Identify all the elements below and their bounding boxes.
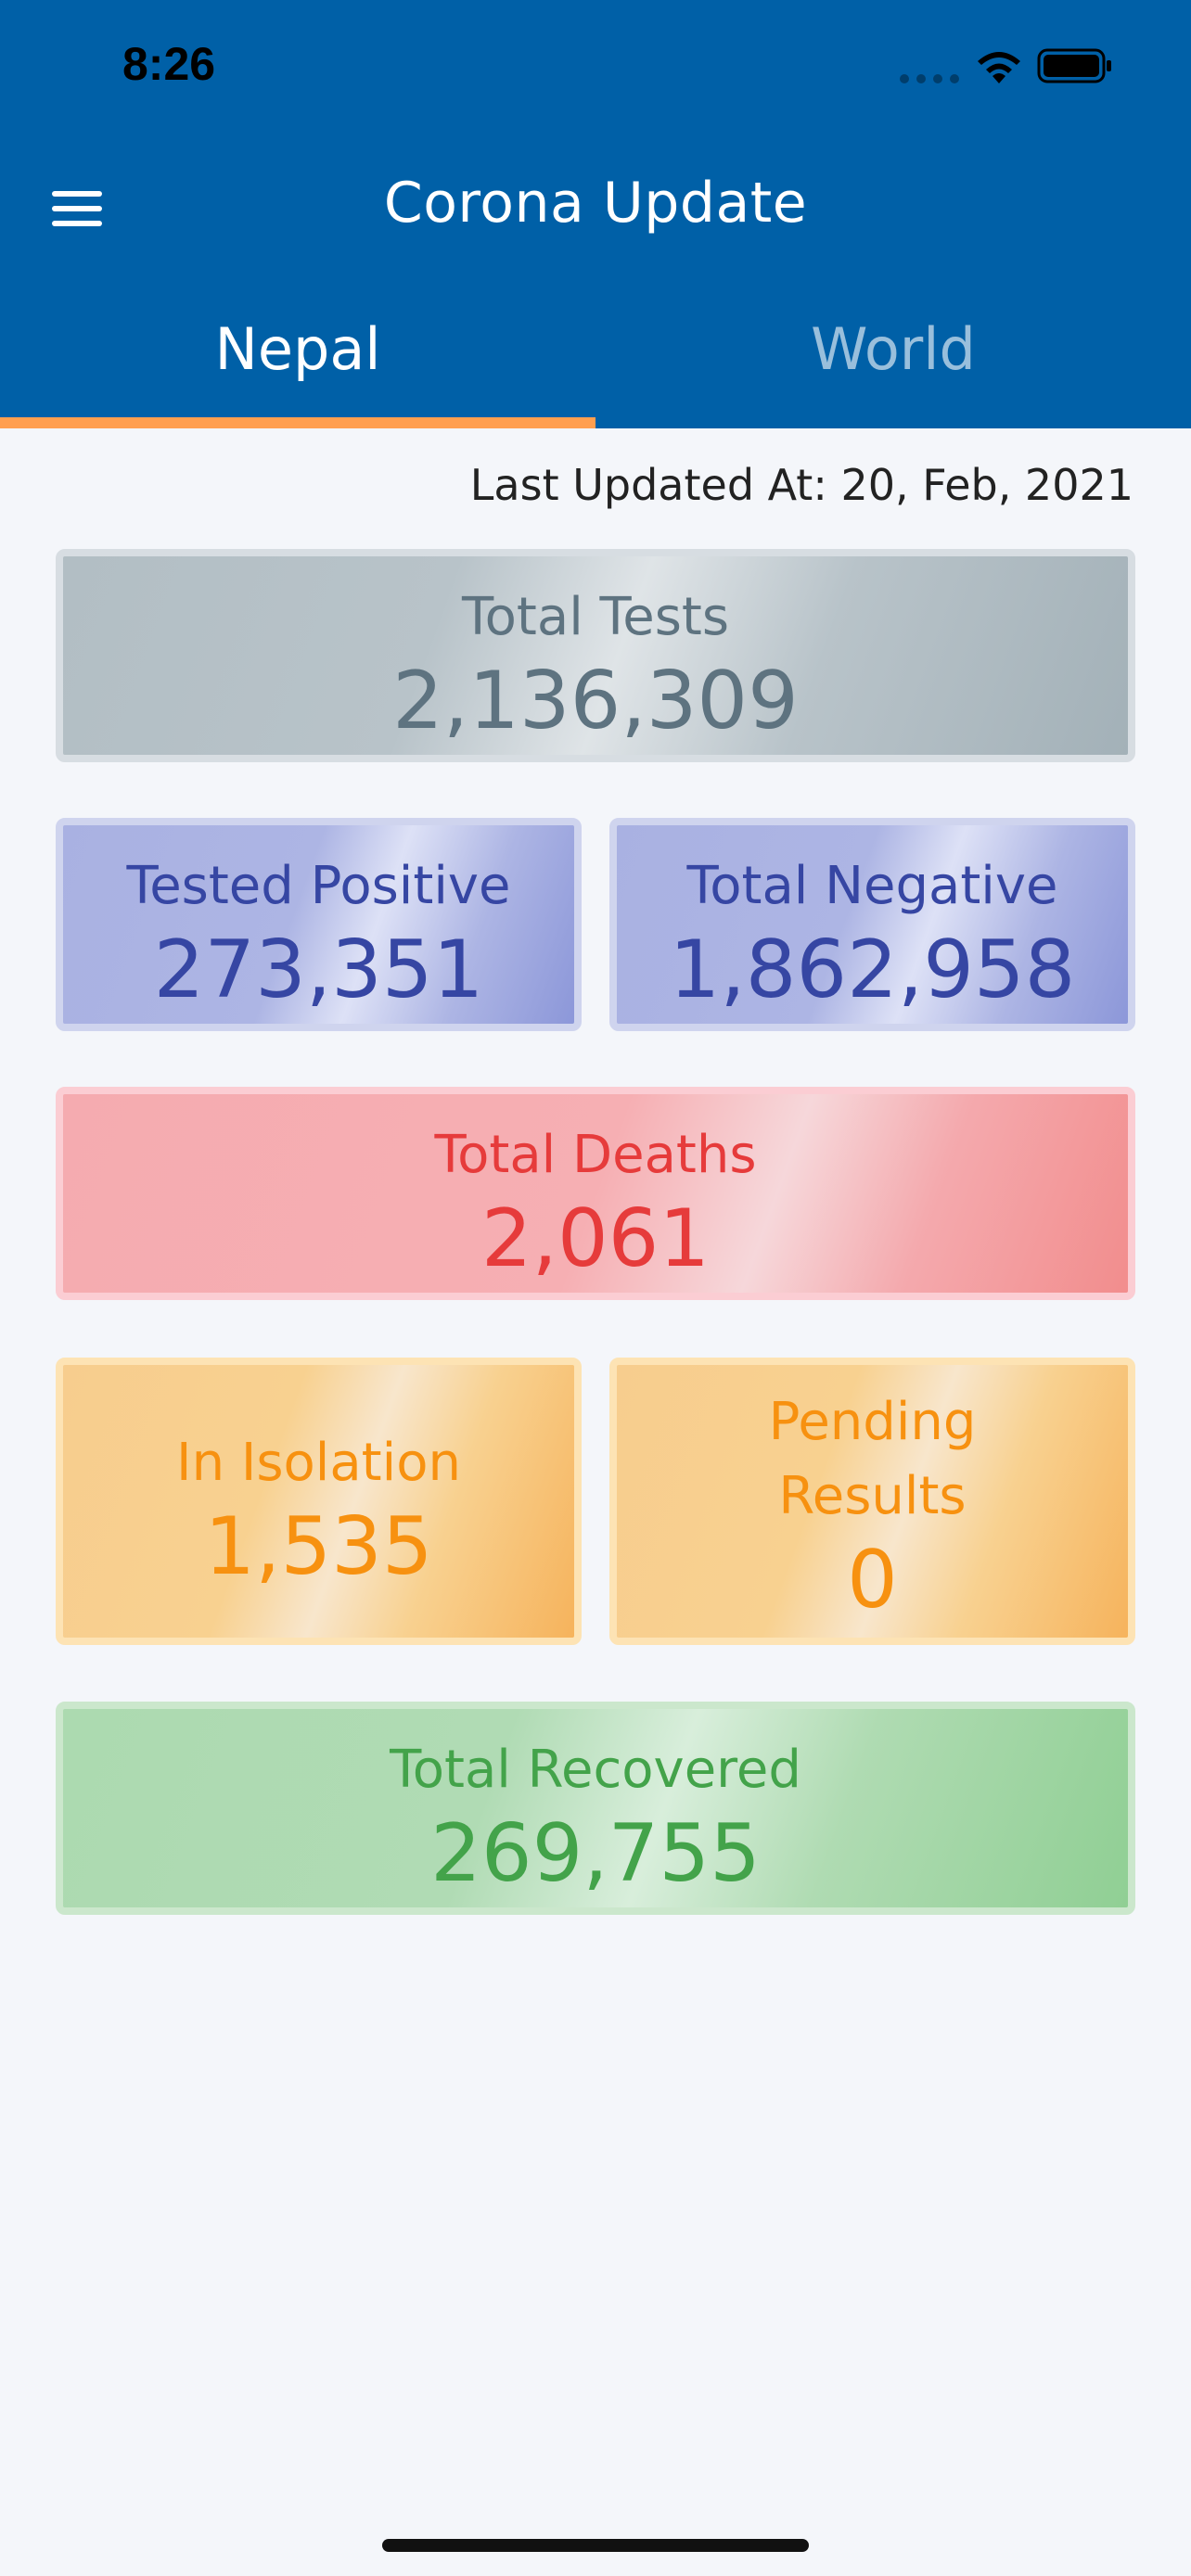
active-tab-indicator	[0, 417, 596, 428]
tab-bar: Nepal World	[0, 299, 1191, 428]
tested-positive-value: 273,351	[153, 924, 484, 1016]
total-recovered-value: 269,755	[430, 1807, 761, 1900]
total-recovered-label: Total Recovered	[390, 1740, 801, 1800]
pending-results-label-line2: Results	[778, 1466, 967, 1526]
pending-results-label-line1: Pending	[768, 1392, 977, 1452]
in-isolation-card: In Isolation 1,535	[56, 1358, 582, 1645]
total-deaths-value: 2,061	[480, 1192, 711, 1285]
total-negative-label: Total Negative	[686, 856, 1058, 916]
total-tests-label: Total Tests	[461, 587, 730, 647]
battery-icon	[1037, 48, 1111, 83]
total-deaths-label: Total Deaths	[434, 1125, 757, 1185]
in-isolation-label: In Isolation	[176, 1433, 461, 1493]
total-tests-card: Total Tests 2,136,309	[56, 549, 1135, 762]
tested-positive-card: Tested Positive 273,351	[56, 818, 582, 1031]
wifi-icon	[978, 52, 1020, 83]
cellular-signal-icon	[900, 74, 959, 83]
tab-nepal[interactable]: Nepal	[214, 315, 381, 383]
total-tests-value: 2,136,309	[392, 655, 799, 747]
pending-results-value: 0	[847, 1534, 898, 1626]
tab-world[interactable]: World	[811, 315, 976, 383]
menu-icon[interactable]	[48, 185, 108, 234]
status-time: 8:26	[122, 38, 216, 90]
last-updated-text: Last Updated At: 20, Feb, 2021	[469, 460, 1133, 510]
total-negative-card: Total Negative 1,862,958	[609, 818, 1135, 1031]
home-indicator[interactable]	[382, 2539, 809, 2552]
tested-positive-label: Tested Positive	[126, 856, 511, 916]
total-recovered-card: Total Recovered 269,755	[56, 1702, 1135, 1915]
total-deaths-card: Total Deaths 2,061	[56, 1087, 1135, 1300]
app-bar: 8:26 Corona Update Nepal World	[0, 0, 1191, 428]
in-isolation-value: 1,535	[204, 1500, 433, 1593]
page-title: Corona Update	[383, 171, 808, 236]
total-negative-value: 1,862,958	[669, 924, 1076, 1016]
pending-results-card: Pending Results 0	[609, 1358, 1135, 1645]
